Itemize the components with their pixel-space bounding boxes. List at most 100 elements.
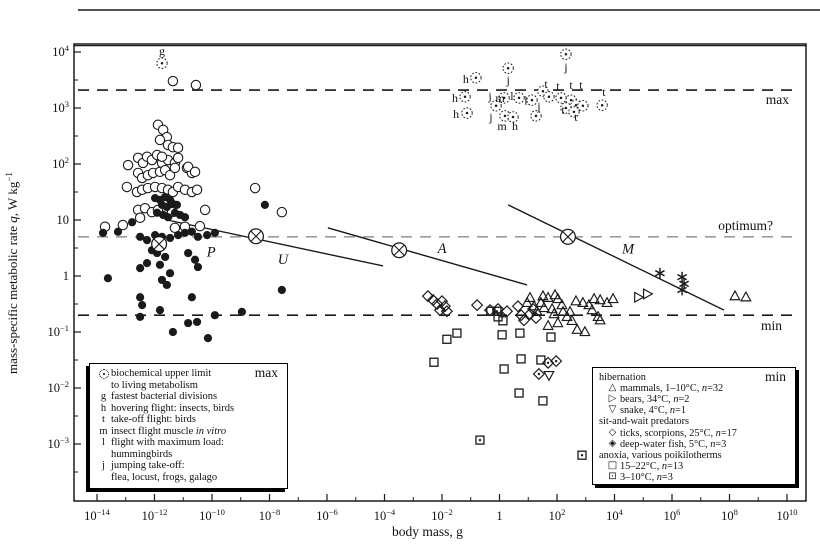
legend-item: h hovering flight: insects, birds [96,403,282,415]
circled-dot-center [511,115,515,119]
legend-item-label: deep-water fish, 5°C, n=3 [620,438,727,450]
legend-min-title: min [764,369,786,384]
triangle-up-point [566,314,578,325]
legend-box-min: min hibernation △ mammals, 1–10°C, n=32 ▷ be… [592,367,796,485]
point-letter-j: j [505,73,509,87]
mean-marker-cross [393,244,405,256]
filled-circle-point [172,200,182,209]
legend-item: ◇ ticks, scorpions, 25°C, n=17 [605,427,790,439]
square-point [516,354,526,364]
open-circle-point [117,219,129,231]
filled-circle-point [192,317,202,327]
legend-item: j jumping take-off: flea, locust, frogs, g… [96,460,282,483]
open-circle-point [249,182,261,194]
legend-item-label: insect flight muscle in vitro [111,425,227,437]
square-dot-icon: ⊡ [608,470,617,482]
filled-circle-point [210,311,219,320]
filled-circle-point [155,260,165,269]
plot-frame [73,43,807,502]
line-label-A: A [437,241,447,257]
series-open-circles [99,75,288,234]
x-axis-tick-label: 10−2 [431,507,453,523]
filled-circle-point [142,236,152,245]
circled-dot-center [517,96,521,100]
triangle-up-point [579,325,591,337]
legend-group-header: sit-and-wait predators [599,416,690,428]
diamond-point [438,300,452,313]
filled-circle-point [187,227,196,236]
filled-circle-point [136,232,145,241]
square-point [499,364,509,374]
legend-item: m insect flight muscle in vitro [96,426,282,438]
line-label-M: M [621,242,635,258]
open-circle-point [122,159,134,171]
trend-line-M [507,204,725,311]
triangle-down-point [543,370,555,382]
square-point [497,330,507,340]
series-hibernation-bears [634,288,654,304]
triangle-up-point [586,303,598,315]
legend-item: ▽ snake, 4°C, n=1 [605,405,790,417]
legend-max-title: max [254,365,278,380]
diamond-dot-point [532,367,546,381]
point-letter-t: t [574,110,578,124]
point-letter-l: l [524,94,528,108]
diamond-point [526,302,540,316]
series-anoxia-warm [429,306,556,406]
filled-circle-point [277,285,286,295]
filled-circle-point [203,334,213,343]
y-axis-tick-label: 10−3 [47,435,69,451]
letter-key-j: j [102,460,105,472]
filled-circle-point [237,307,246,316]
point-letter-t: t [561,103,565,117]
y-axis-tick-label: 10−2 [47,379,69,395]
circled-dot-center [534,114,538,118]
triangle-up-point [740,290,752,302]
filled-circle-point [203,231,212,240]
asterisk-point [654,269,665,277]
x-axis-title: body mass, g [392,524,463,539]
point-letter-t: t [556,79,560,93]
open-circle-point [172,142,184,154]
diamond-point [511,300,525,313]
filled-circle-point [180,213,190,222]
asterisk-point [677,273,688,281]
triangle-up-point [557,305,569,317]
triangle-up-point [537,289,549,301]
letter-key-h: h [100,402,107,414]
open-circle-point [172,152,184,164]
square-point [498,316,508,326]
square-point [429,357,439,367]
square-point [452,328,462,338]
diamond-point [430,297,444,311]
filled-circle-point [190,255,200,264]
filled-circle-point [103,274,113,283]
circled-dot-center [541,89,545,93]
circled-dot-center [547,95,551,99]
data-points [98,48,752,460]
legend-item-label: ticks, scorpions, 25°C, n=17 [620,427,737,439]
filled-circle-point [260,200,269,209]
filled-circle-point [168,327,177,337]
filled-circle-point [187,293,196,302]
point-letter-t: t [579,78,583,92]
circled-dot-center [160,61,164,65]
open-circle-point [121,181,133,193]
diamond-point [440,305,454,318]
filled-circle-point [184,248,193,258]
square-point [536,355,546,365]
triangle-up-point [524,291,536,303]
legend-item: g fastest bacterial divisions [96,391,282,403]
legend-item-label: 15–22°C, n=13 [620,460,684,472]
series-hibernation-mammals [521,288,752,337]
triangle-up-point [577,296,589,308]
y-axis-tick-label: 10 [57,213,70,227]
triangle-up-point [588,292,600,304]
diamond-dot-icon: ◈ [608,437,617,449]
filled-circle-point [193,232,203,241]
x-axis-tick-label: 10−14 [84,507,111,523]
square-point [515,328,525,338]
asterisk-point [677,286,688,294]
x-axis-tick-label: 1010 [777,507,798,523]
